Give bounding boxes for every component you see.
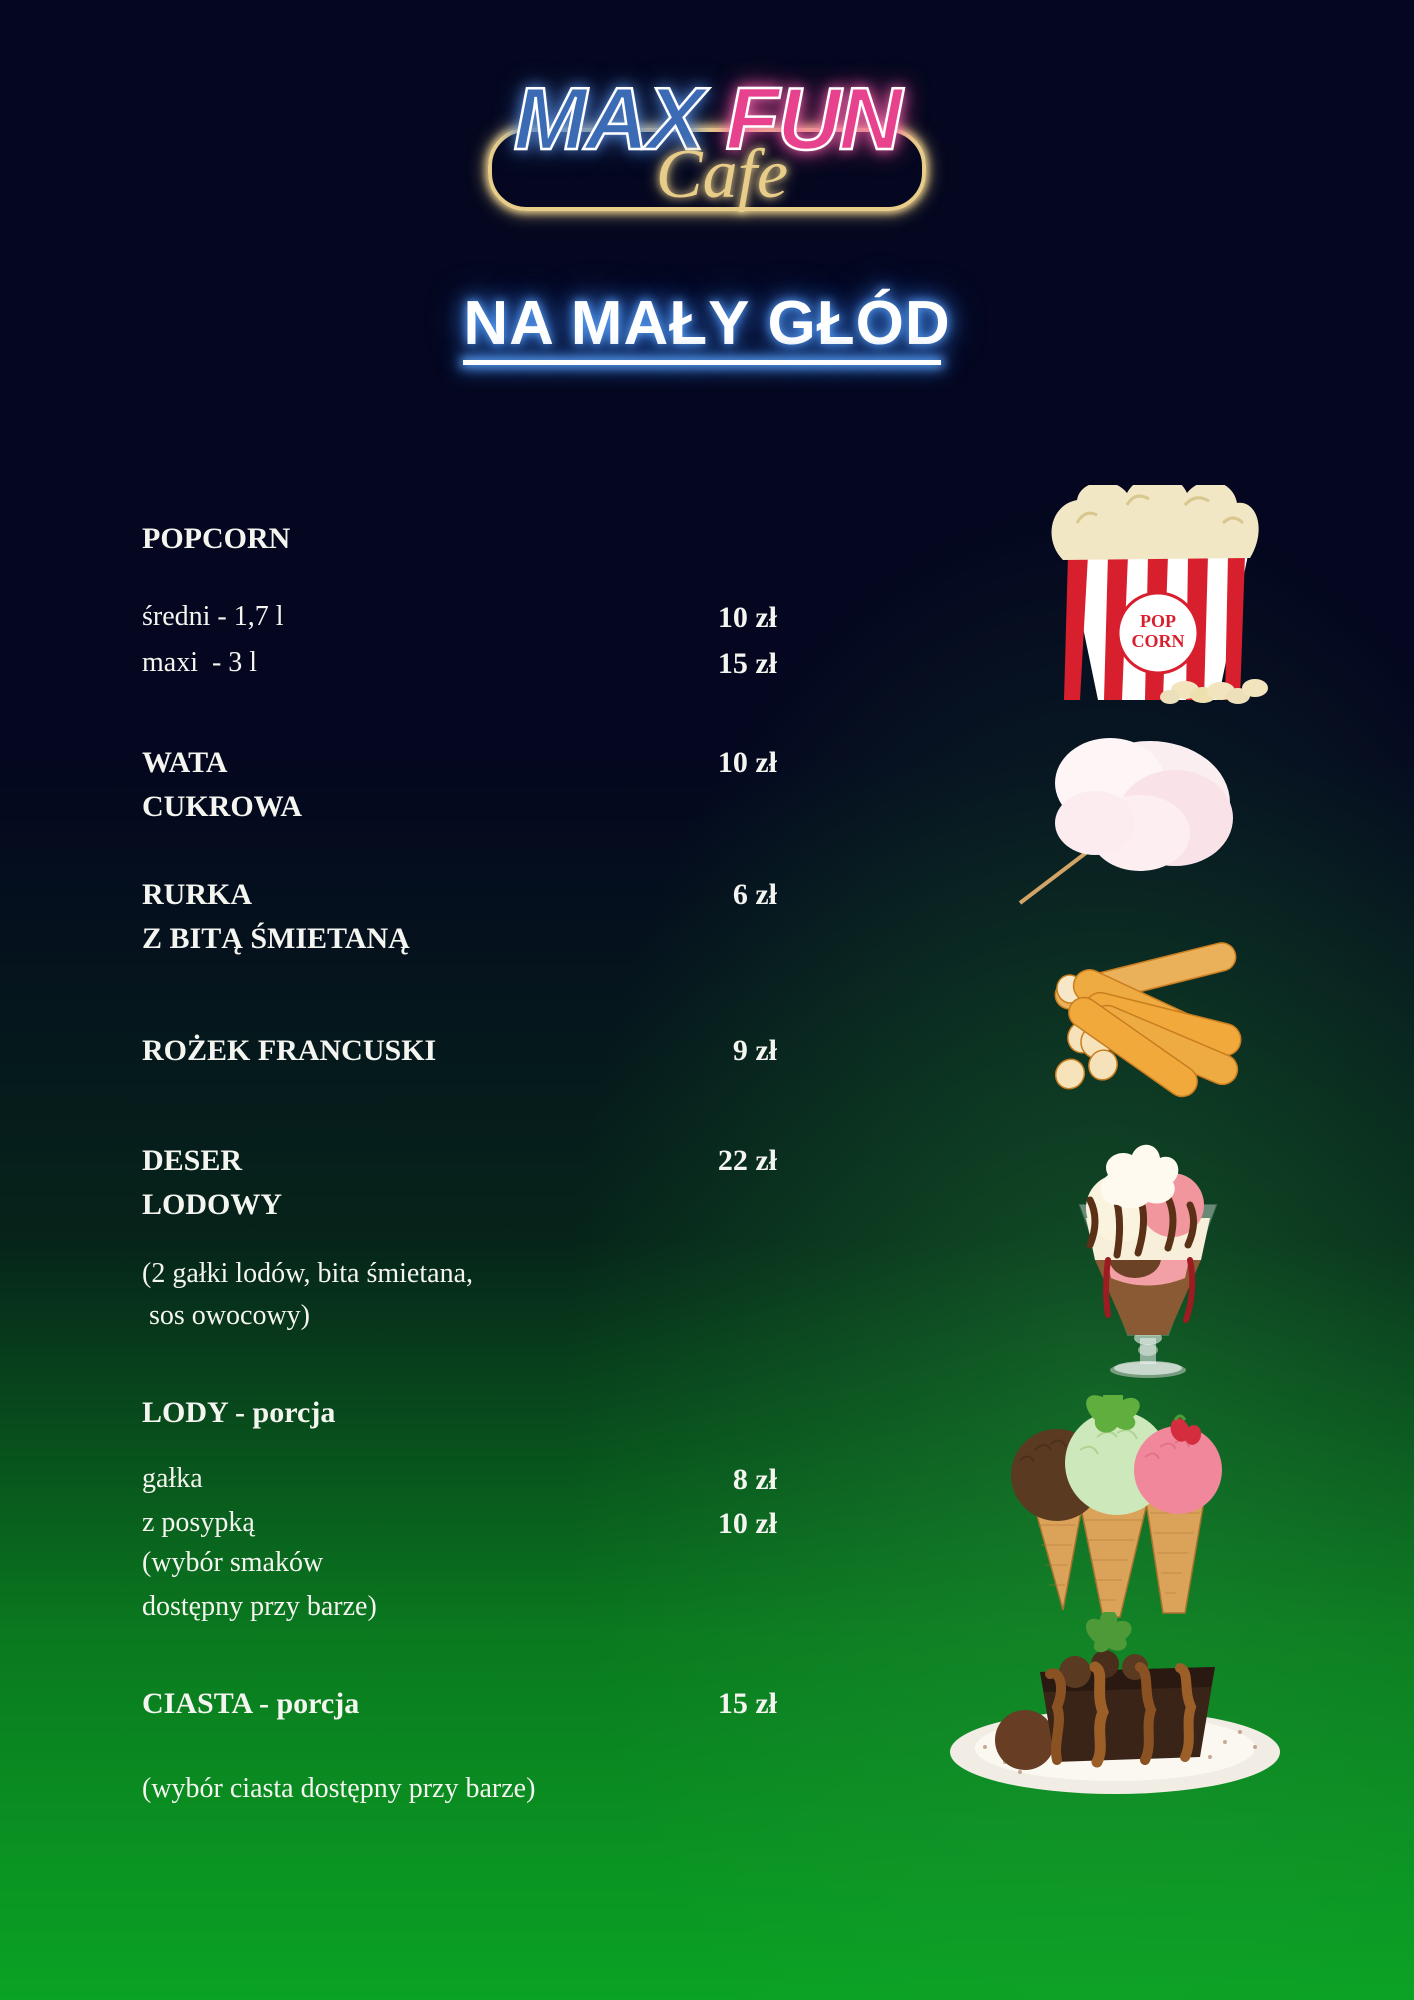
svg-text:CORN: CORN xyxy=(1132,631,1185,651)
svg-text:POP: POP xyxy=(1140,611,1176,631)
